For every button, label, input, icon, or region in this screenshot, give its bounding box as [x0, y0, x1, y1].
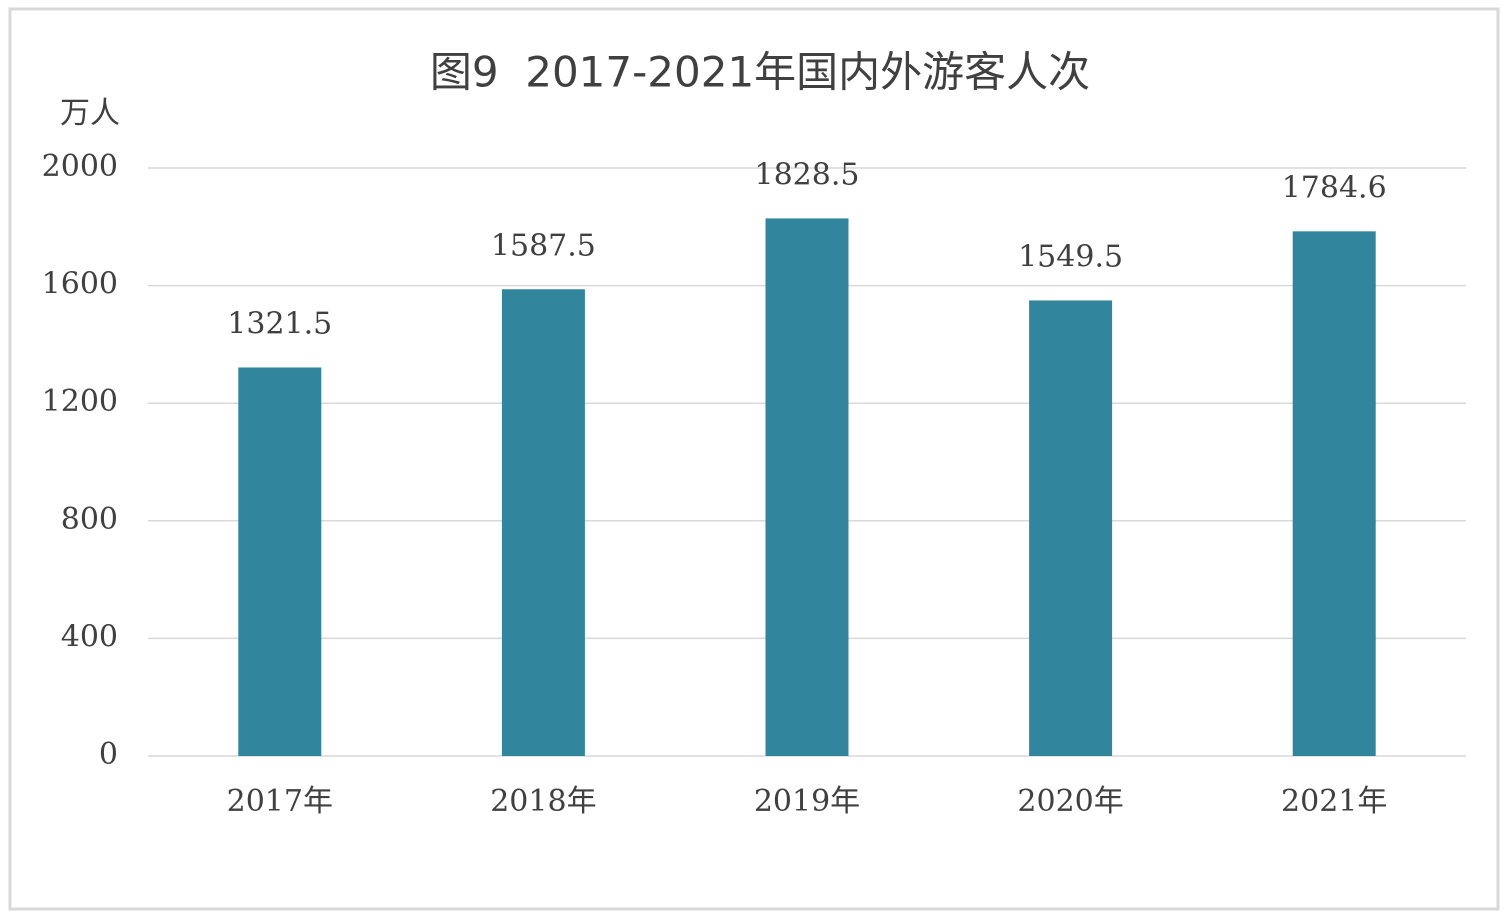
chart-border: [8, 7, 1500, 911]
y-tick-label: 400: [61, 619, 118, 654]
y-tick-label: 0: [99, 737, 118, 772]
x-tick-label: 2021年: [1281, 784, 1387, 819]
data-label: 1549.5: [1018, 239, 1123, 274]
x-tick-label: 2019年: [754, 784, 860, 819]
y-tick-label: 1200: [42, 384, 118, 419]
data-label: 1828.5: [755, 157, 860, 192]
chart-title: 图9 2017-2021年国内外游客人次: [430, 48, 1090, 97]
bar: [501, 289, 585, 756]
y-tick-label: 2000: [42, 149, 118, 184]
y-tick-label: 800: [61, 502, 118, 537]
data-label: 1321.5: [227, 306, 332, 341]
x-tick-label: 2018年: [490, 784, 596, 819]
x-tick-label: 2017年: [227, 784, 333, 819]
bar: [1029, 300, 1113, 756]
bar: [765, 218, 849, 756]
x-tick-label: 2020年: [1017, 784, 1123, 819]
bar: [238, 367, 322, 756]
y-axis-label: 万人: [60, 96, 120, 131]
data-label: 1784.6: [1282, 170, 1387, 205]
bar: [1292, 231, 1376, 756]
data-label: 1587.5: [491, 228, 596, 263]
y-tick-label: 1600: [42, 267, 118, 302]
